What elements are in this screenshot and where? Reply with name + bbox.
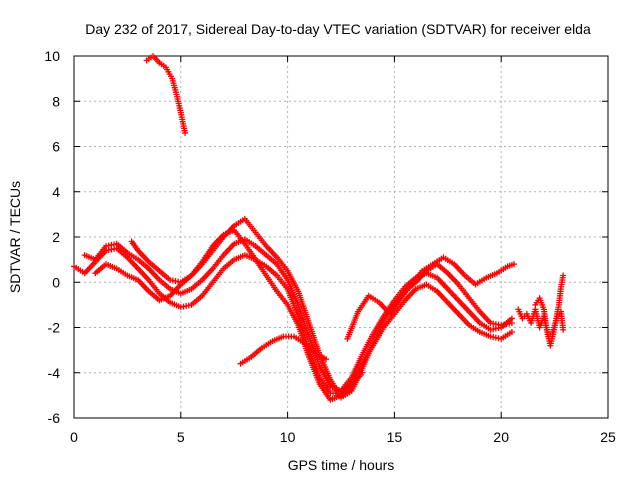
data-point — [560, 326, 567, 333]
chart-title: Day 232 of 2017, Sidereal Day-to-day VTE… — [85, 21, 591, 37]
x-tick-label: 20 — [493, 429, 509, 445]
y-tick-label: -2 — [48, 320, 61, 336]
axis-ticks: 0 5 10 15 20 25 -6 -4 -2 0 2 4 6 8 10 — [44, 48, 616, 445]
x-tick-label: 25 — [600, 429, 616, 445]
y-tick-label: 4 — [52, 184, 60, 200]
y-tick-label: 0 — [52, 274, 60, 290]
data-point — [359, 369, 366, 376]
data-point — [182, 129, 189, 136]
x-tick-label: 15 — [387, 429, 403, 445]
x-tick-label: 0 — [70, 429, 78, 445]
y-tick-label: 10 — [44, 48, 60, 64]
y-tick-label: 2 — [52, 229, 60, 245]
x-tick-label: 5 — [177, 429, 185, 445]
data-point — [508, 329, 515, 336]
y-tick-label: 6 — [52, 139, 60, 155]
y-tick-label: 8 — [52, 93, 60, 109]
data-point — [511, 261, 518, 268]
x-axis-label: GPS time / hours — [288, 457, 395, 473]
data-point — [323, 356, 330, 363]
data-marks — [71, 53, 567, 403]
data-point — [508, 319, 515, 326]
y-tick-label: -6 — [48, 410, 61, 426]
y-tick-label: -4 — [48, 365, 61, 381]
data-point — [560, 272, 567, 279]
y-axis-label: SDTVAR / TECUs — [7, 181, 23, 293]
x-tick-label: 10 — [280, 429, 296, 445]
grid-lines — [74, 56, 608, 418]
